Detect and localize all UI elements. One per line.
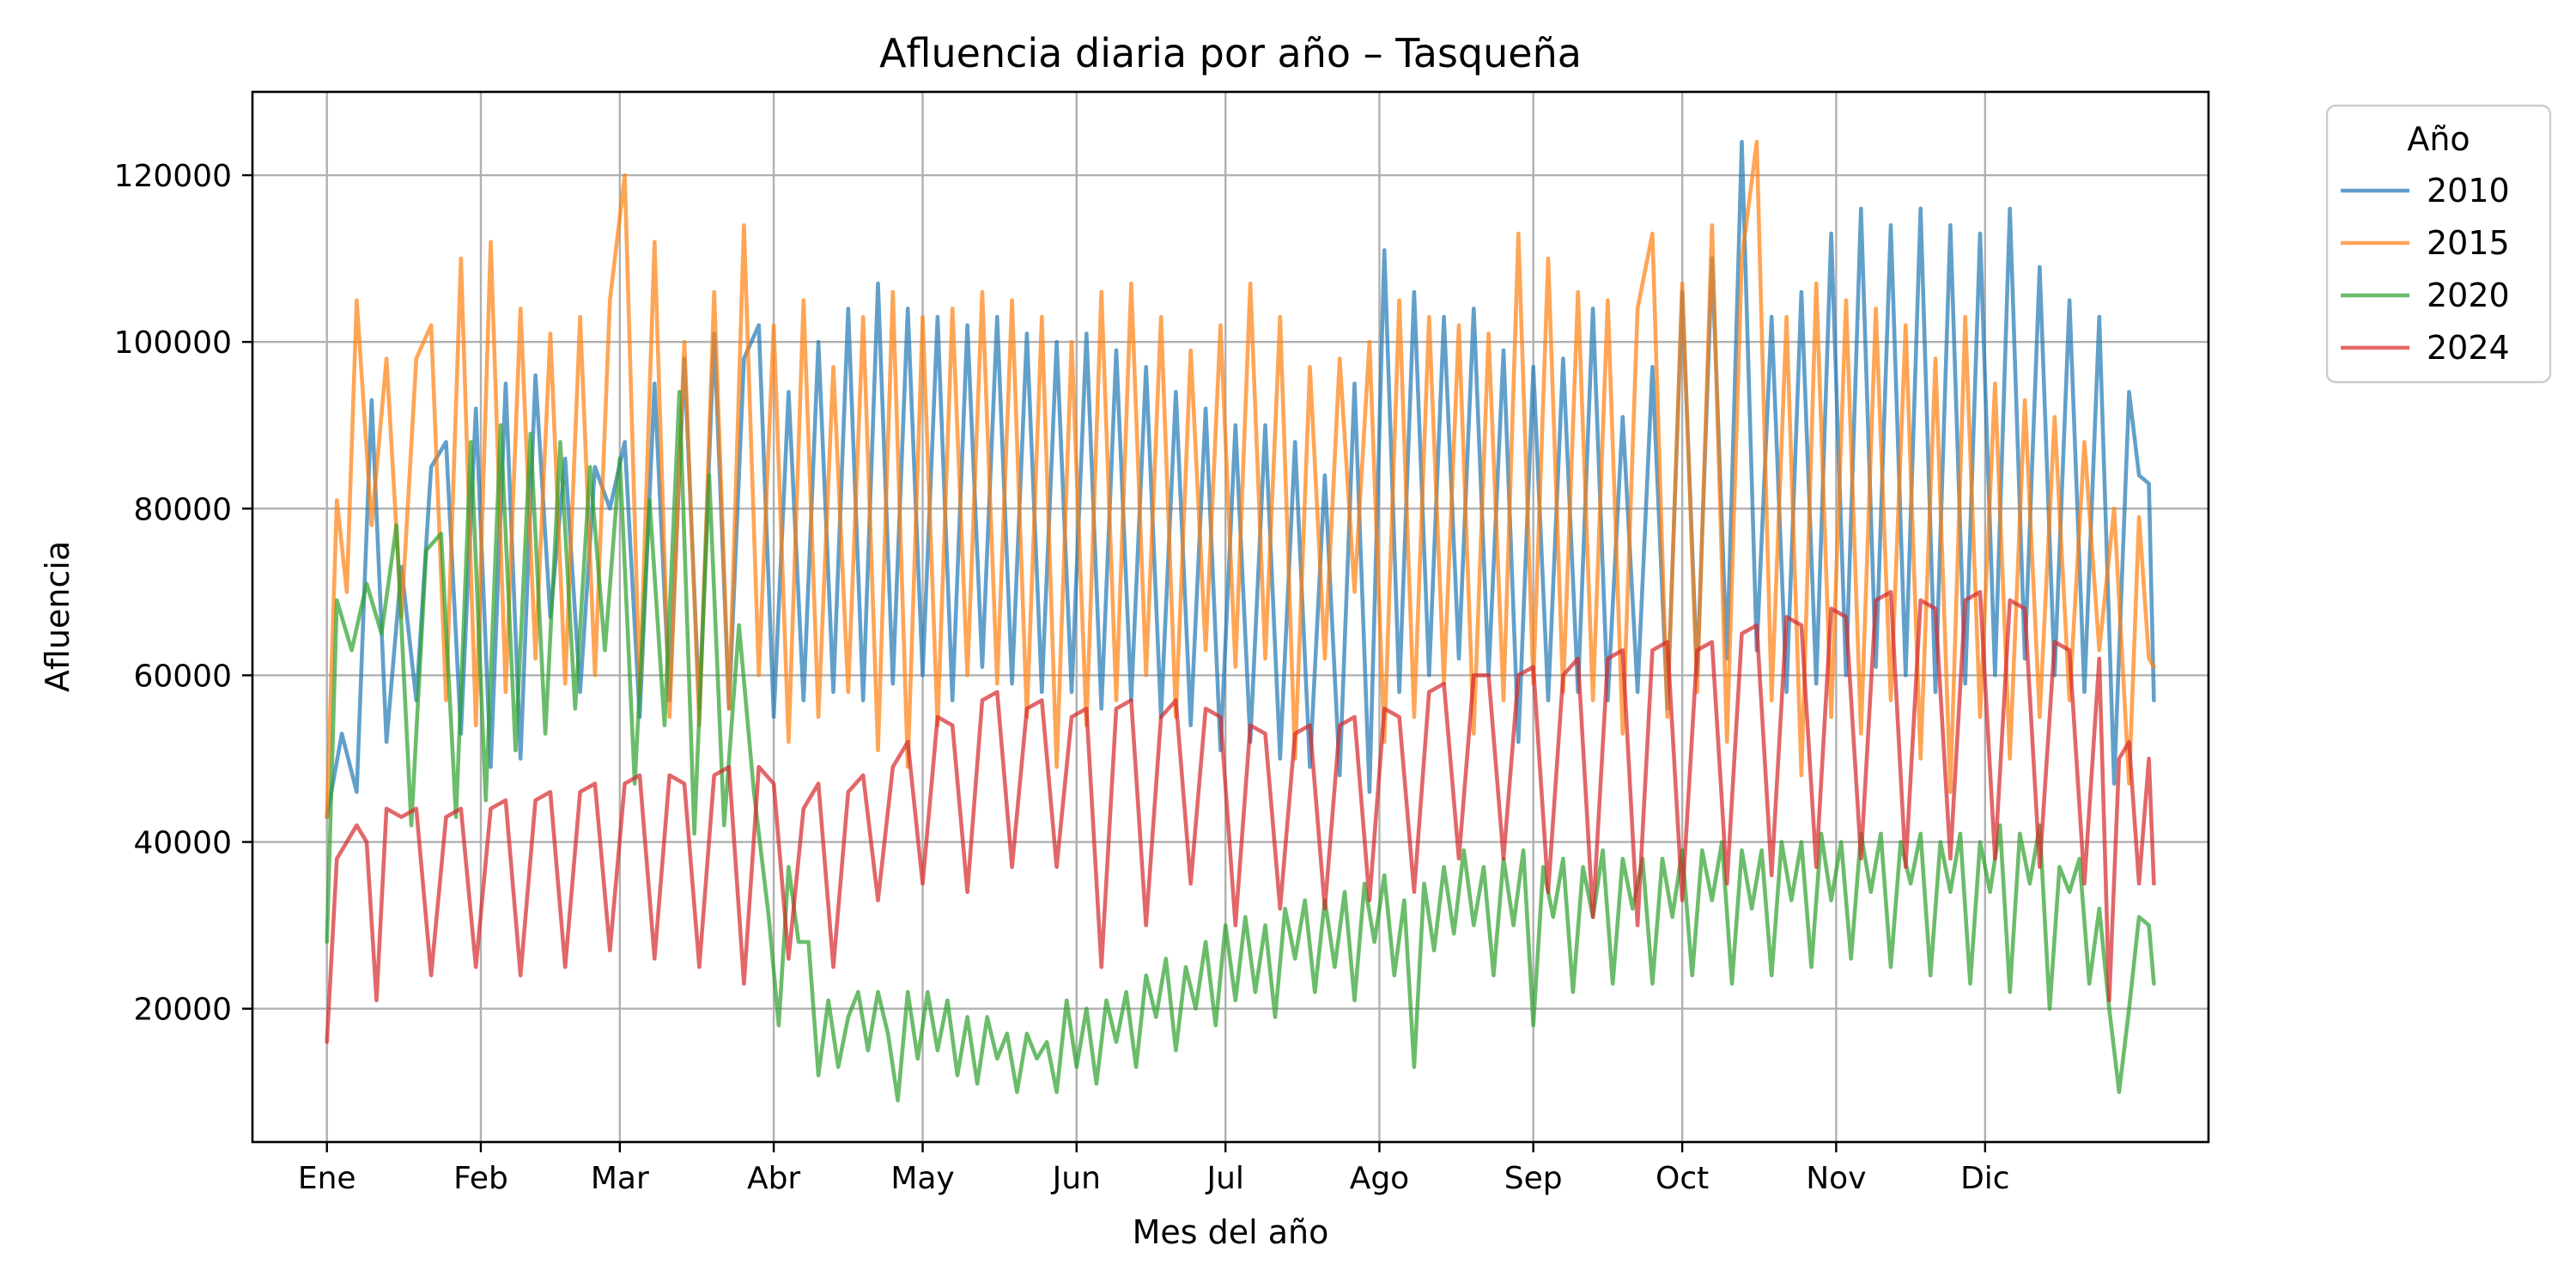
legend-label-2020: 2020 [2427,276,2510,314]
legend-label-2015: 2015 [2427,224,2510,262]
series-lines [325,139,2156,1103]
x-tick-label: Oct [1656,1161,1709,1196]
y-tick-label: 100000 [114,325,232,361]
x-tick-label: Jul [1205,1161,1243,1196]
y-tick-label: 60000 [133,659,232,694]
chart-title: Afluencia diaria por año – Tasqueña [879,30,1582,76]
y-tick-label: 120000 [114,159,232,194]
x-tick-label: Feb [453,1161,508,1196]
x-tick-label: Ago [1350,1161,1410,1196]
y-tick-label: 80000 [133,492,232,527]
legend-box [2325,104,2552,384]
series-line-2020 [325,390,2156,1103]
x-tick-label: Ene [298,1161,356,1196]
legend-title: Año [2407,120,2470,158]
legend-label-2024: 2024 [2427,329,2510,367]
x-tick-label: Mar [591,1161,649,1196]
x-tick-label: Sep [1504,1161,1563,1196]
x-axis-ticks: Ene Feb Mar Abr May Jun Jul Ago Sep Oct Nov Dic [298,1142,2010,1196]
y-axis-ticks: 20000 40000 60000 80000 100000 120000 [114,159,252,1028]
x-tick-label: Dic [1960,1161,2010,1196]
y-tick-label: 20000 [133,993,232,1028]
x-tick-label: Jun [1051,1161,1101,1196]
x-tick-label: May [890,1161,954,1196]
y-axis-label: Afluencia [39,541,76,692]
plot-frame [251,90,2210,1144]
legend-label-2010: 2010 [2427,172,2510,210]
legend: Año 2010 2015 2020 2024 [2325,104,2552,384]
x-tick-label: Abr [747,1161,800,1196]
x-tick-label: Nov [1806,1161,1866,1196]
x-axis-label: Mes del año [1133,1213,1329,1251]
legend-items: 2010 2015 2020 2024 [2341,172,2510,367]
series-line-2015 [325,139,2156,819]
y-tick-label: 40000 [133,826,232,861]
series-line-2024 [325,590,2156,1044]
